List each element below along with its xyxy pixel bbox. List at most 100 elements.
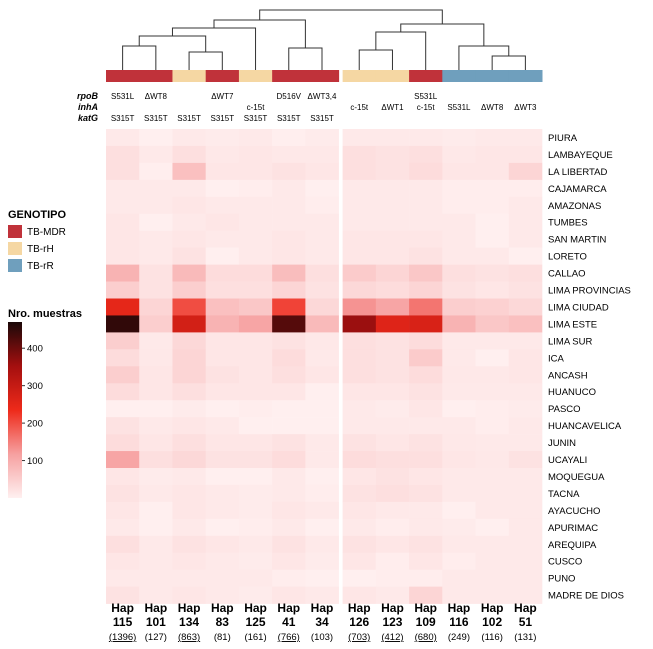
- heatmap-cell: [272, 145, 306, 164]
- heatmap-cell: [342, 586, 377, 604]
- heatmap-cell: [272, 501, 306, 520]
- heatmap-cell: [106, 129, 140, 147]
- heatmap-cell: [375, 417, 410, 435]
- heatmap-cell: [342, 349, 377, 367]
- heatmap-cell: [106, 349, 140, 367]
- heatmap-cell: [475, 417, 510, 435]
- heatmap-cell: [305, 484, 339, 503]
- heatmap-cell: [475, 501, 510, 520]
- heatmap-cell: [205, 145, 240, 164]
- heatmap-cell: [375, 518, 410, 537]
- genotype-bar-segment: [442, 70, 477, 82]
- heatmap-cell: [409, 417, 443, 435]
- heatmap-cell: [272, 196, 306, 215]
- heatmap-cell: [409, 518, 443, 537]
- heatmap-cell: [139, 247, 173, 265]
- heatmap-cell: [508, 383, 543, 401]
- heatmap-cell: [238, 535, 273, 554]
- heatmap-cell: [172, 501, 206, 520]
- heatmap-cell: [305, 417, 339, 435]
- mutation-label: c-15t: [350, 103, 369, 112]
- heatmap-cell: [475, 129, 510, 147]
- heatmap-cell: [205, 468, 240, 486]
- heatmap-cell: [238, 400, 273, 418]
- heatmap-cell: [375, 213, 410, 231]
- heatmap-cell: [442, 145, 476, 164]
- heatmap-cell: [139, 434, 173, 452]
- row-label: UCAYALI: [548, 455, 587, 466]
- heatmap-cell: [205, 434, 240, 452]
- heatmap-cell: [342, 145, 377, 164]
- legend-title: GENOTIPO: [8, 209, 67, 221]
- column-label-hap: Hap: [514, 601, 537, 615]
- heatmap-cell: [205, 196, 240, 215]
- heatmap-cell: [106, 417, 140, 435]
- heatmap-cell: [475, 366, 510, 384]
- heatmap-cell: [238, 586, 273, 604]
- heatmap-cell: [342, 366, 377, 384]
- mutation-label: S315T: [277, 114, 301, 123]
- heatmap-cell: [375, 247, 410, 265]
- row-label: JUNIN: [548, 438, 576, 449]
- heatmap-cell: [305, 230, 339, 248]
- heatmap-cell: [106, 535, 140, 554]
- heatmap-cell: [139, 213, 173, 231]
- heatmap-cell: [508, 552, 543, 570]
- heatmap-cell: [139, 586, 173, 604]
- heatmap-cell: [342, 179, 377, 198]
- column-label-id: 109: [416, 615, 436, 629]
- heatmap-cell: [106, 315, 140, 333]
- heatmap-cell: [106, 264, 140, 282]
- heatmap-cell: [475, 349, 510, 367]
- row-label: AYACUCHO: [548, 506, 600, 517]
- heatmap-cell: [342, 162, 377, 181]
- heatmap-cell: [375, 383, 410, 401]
- heatmap-cell: [139, 400, 173, 418]
- genotype-bar-segment: [139, 70, 173, 82]
- heatmap-cell: [409, 400, 443, 418]
- heatmap-cell: [205, 586, 240, 604]
- column-label-hap: Hap: [481, 601, 504, 615]
- heatmap-cell: [172, 315, 206, 333]
- gene-label: rpoB: [77, 91, 98, 101]
- column-label-count: (103): [311, 632, 333, 643]
- heatmap-cell: [305, 552, 339, 570]
- heatmap-cell: [409, 213, 443, 231]
- heatmap-cell: [475, 298, 510, 316]
- heatmap-cell: [409, 332, 443, 350]
- heatmap-cell: [106, 434, 140, 452]
- heatmap-cell: [205, 366, 240, 384]
- genotype-bar-segment: [238, 70, 273, 82]
- heatmap-cell: [475, 552, 510, 570]
- heatmap-cell: [375, 434, 410, 452]
- heatmap-cell: [139, 298, 173, 316]
- dendrogram-link: [288, 47, 323, 70]
- heatmap-cell: [409, 451, 443, 469]
- mutation-label: ΔWT7: [211, 92, 234, 101]
- heatmap-cell: [375, 264, 410, 282]
- heatmap-cell: [442, 213, 476, 231]
- heatmap-cell: [375, 586, 410, 604]
- mutation-label: D516V: [277, 92, 302, 101]
- heatmap-cell: [375, 281, 410, 299]
- heatmap-cell: [342, 484, 377, 503]
- heatmap-cell: [442, 518, 476, 537]
- heatmap-cell: [238, 366, 273, 384]
- row-label: TACNA: [548, 489, 580, 500]
- heatmap-cell: [238, 349, 273, 367]
- row-label: MADRE DE DIOS: [548, 591, 624, 602]
- heatmap-cell: [305, 129, 339, 147]
- heatmap-cell: [205, 451, 240, 469]
- dendrogram-link: [400, 23, 485, 46]
- heatmap-cell: [172, 179, 206, 198]
- row-label: HUANUCO: [548, 387, 596, 398]
- heatmap-cell: [172, 366, 206, 384]
- heatmap-cell: [238, 162, 273, 181]
- heatmap-cell: [238, 332, 273, 350]
- heatmap-cell: [205, 162, 240, 181]
- heatmap-cell: [272, 230, 306, 248]
- dendrogram-link: [375, 31, 427, 70]
- dendrogram-link: [213, 19, 306, 48]
- heatmap-cell: [205, 264, 240, 282]
- dendrogram-link: [491, 55, 526, 70]
